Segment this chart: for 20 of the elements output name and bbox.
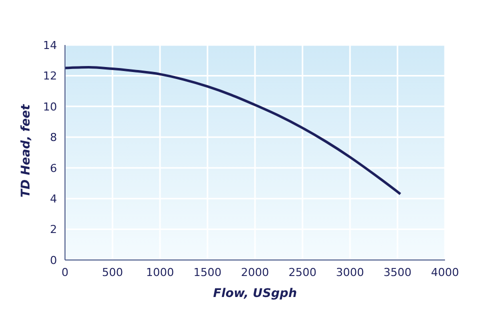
x-tick-label: 0: [62, 266, 68, 279]
y-tick-label: 12: [43, 70, 57, 83]
y-tick-label: 10: [43, 100, 57, 114]
y-tick-label: 4: [50, 192, 57, 206]
x-tick-label: 3500: [384, 266, 412, 279]
x-tick-label: 2500: [288, 266, 316, 279]
x-tick-label: 3000: [336, 266, 364, 279]
x-axis-title: Flow, USgph: [213, 286, 297, 300]
x-tick-label: 1000: [146, 266, 174, 279]
y-tick-label: 8: [50, 131, 57, 144]
x-tick-label: 500: [102, 266, 123, 279]
y-tick-label: 2: [50, 223, 57, 236]
y-tick-label: 0: [50, 254, 57, 267]
y-tick-label: 6: [50, 162, 57, 175]
x-tick-label: 1500: [194, 266, 222, 279]
line-series: [65, 66, 402, 196]
x-tick-label: 2000: [241, 266, 269, 279]
y-axis-title: TD Head, feet: [18, 103, 32, 198]
y-tick-label: 14: [43, 38, 57, 52]
x-tick-label: 4000: [431, 266, 459, 279]
